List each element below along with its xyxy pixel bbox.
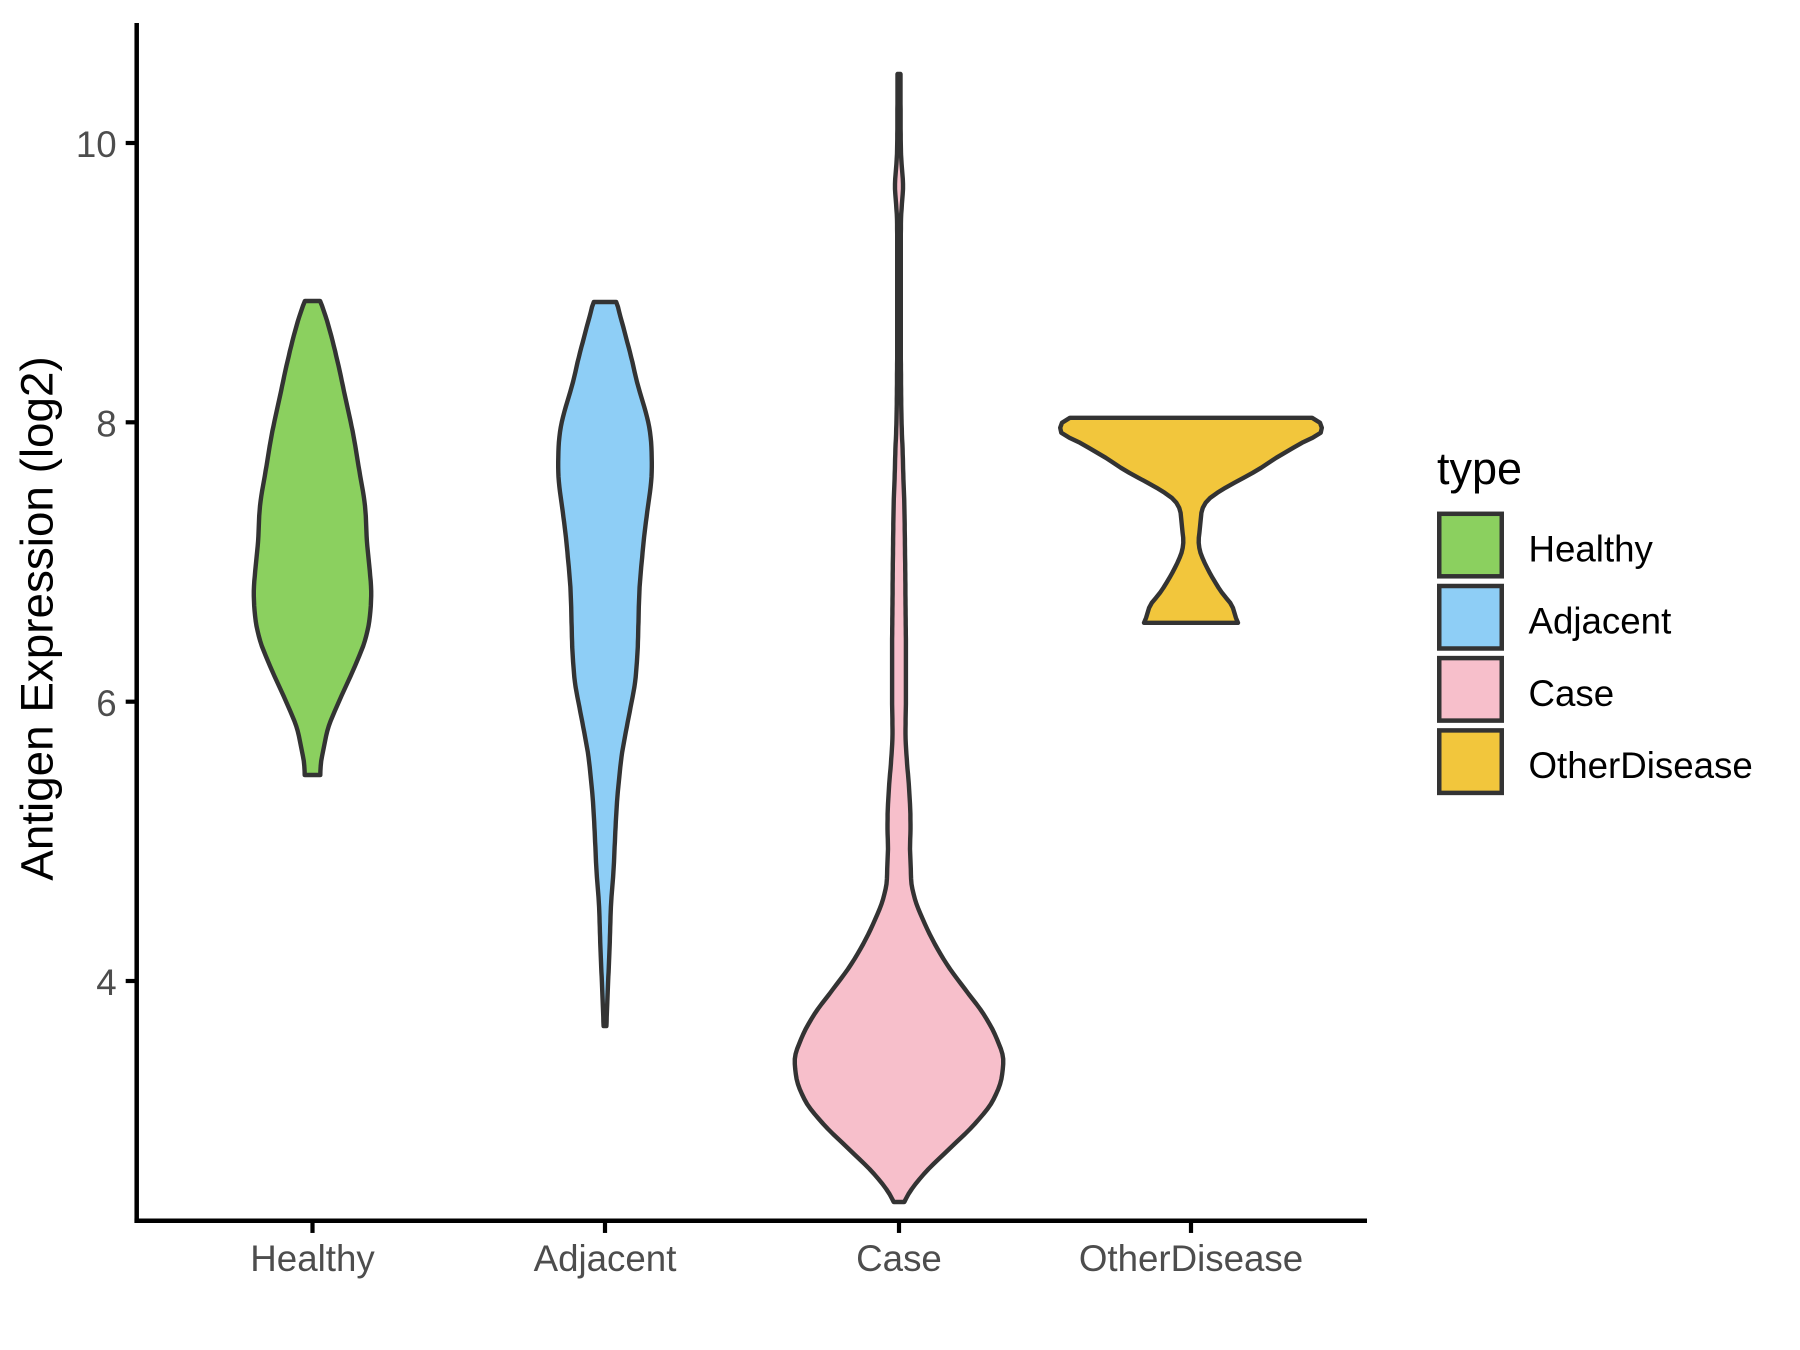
svg-text:Adjacent: Adjacent <box>1529 601 1672 642</box>
svg-text:type: type <box>1437 443 1522 494</box>
svg-text:Adjacent: Adjacent <box>534 1238 677 1279</box>
svg-text:Case: Case <box>856 1238 942 1279</box>
svg-text:OtherDisease: OtherDisease <box>1529 745 1753 786</box>
svg-text:Healthy: Healthy <box>250 1238 375 1279</box>
svg-text:Healthy: Healthy <box>1529 528 1654 569</box>
svg-text:8: 8 <box>96 404 116 445</box>
svg-text:6: 6 <box>96 683 116 724</box>
svg-text:10: 10 <box>76 124 117 165</box>
svg-text:Case: Case <box>1529 673 1615 714</box>
svg-text:OtherDisease: OtherDisease <box>1079 1238 1303 1279</box>
svg-text:Antigen Expression (log2): Antigen Expression (log2) <box>12 356 63 880</box>
svg-text:4: 4 <box>96 962 116 1003</box>
